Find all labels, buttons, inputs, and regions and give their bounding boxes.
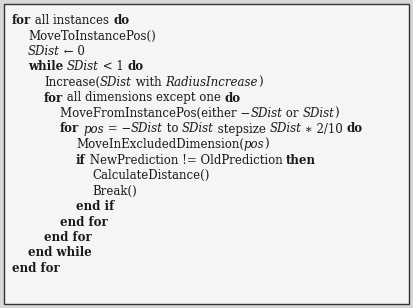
Text: end if: end if	[76, 200, 114, 213]
Text: do: do	[127, 60, 143, 74]
Text: for: for	[60, 123, 79, 136]
Text: MoveInExcludedDimension(: MoveInExcludedDimension(	[76, 138, 244, 151]
Text: do: do	[225, 91, 241, 104]
Text: do: do	[113, 14, 129, 27]
Text: end for: end for	[44, 231, 92, 244]
Text: end while: end while	[28, 246, 92, 260]
Text: ): )	[258, 76, 263, 89]
Text: SDist: SDist	[302, 107, 334, 120]
Text: for: for	[44, 91, 63, 104]
FancyBboxPatch shape	[4, 4, 409, 304]
Text: SDist: SDist	[270, 123, 301, 136]
Text: SDist: SDist	[250, 107, 282, 120]
Text: Break(): Break()	[92, 184, 137, 197]
Text: stepsize: stepsize	[214, 123, 270, 136]
Text: for: for	[12, 14, 31, 27]
Text: < 1: < 1	[99, 60, 127, 74]
Text: NewPrediction != OldPrediction: NewPrediction != OldPrediction	[86, 153, 286, 167]
Text: all instances: all instances	[31, 14, 113, 27]
Text: CalculateDistance(): CalculateDistance()	[92, 169, 209, 182]
Text: then: then	[286, 153, 316, 167]
Text: MoveFromInstancePos(either −: MoveFromInstancePos(either −	[60, 107, 250, 120]
Text: do: do	[347, 123, 363, 136]
Text: all dimensions except one: all dimensions except one	[63, 91, 225, 104]
Text: Increase(: Increase(	[44, 76, 100, 89]
Text: ← 0: ← 0	[60, 45, 85, 58]
Text: ∗ 2/10: ∗ 2/10	[301, 123, 347, 136]
Text: pos: pos	[244, 138, 265, 151]
Text: with: with	[132, 76, 165, 89]
Text: ): )	[334, 107, 339, 120]
Text: SDist: SDist	[28, 45, 60, 58]
Text: pos: pos	[83, 123, 104, 136]
Text: while: while	[28, 60, 63, 74]
Text: ): )	[265, 138, 269, 151]
Text: end for: end for	[12, 262, 60, 275]
Text: SDist: SDist	[131, 123, 163, 136]
Text: = −: = −	[104, 123, 131, 136]
Text: MoveToInstancePos(): MoveToInstancePos()	[28, 30, 156, 43]
Text: RadiusIncrease: RadiusIncrease	[165, 76, 258, 89]
Text: or: or	[282, 107, 302, 120]
Text: SDist: SDist	[100, 76, 132, 89]
Text: SDist: SDist	[182, 123, 214, 136]
Text: to: to	[163, 123, 182, 136]
Text: end for: end for	[60, 216, 108, 229]
Text: SDist: SDist	[67, 60, 99, 74]
Text: if: if	[76, 153, 86, 167]
